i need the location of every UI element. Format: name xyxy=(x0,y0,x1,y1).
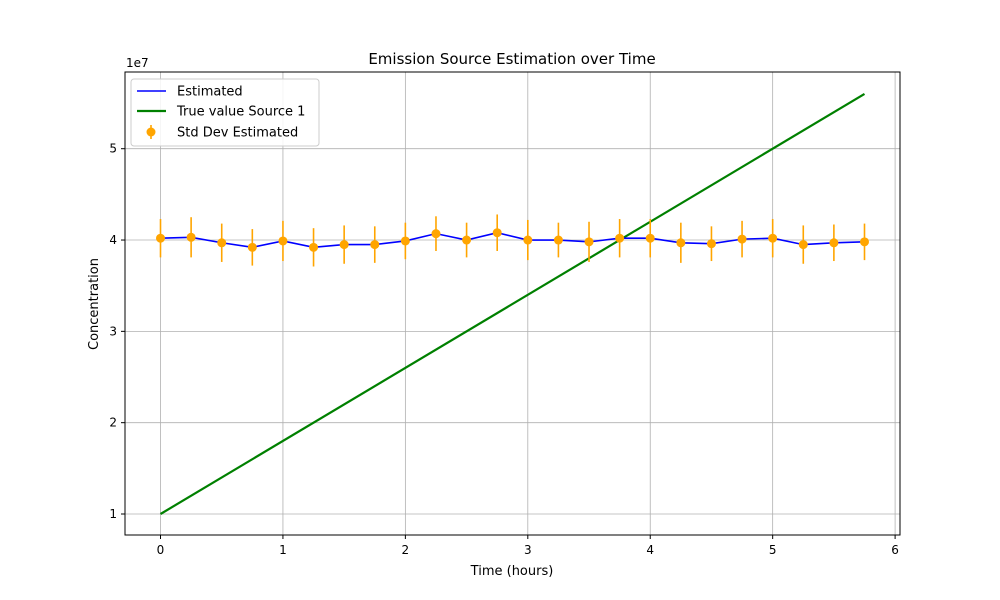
data-point xyxy=(553,235,563,245)
y-axis-ticks: 1 2 3 4 5 xyxy=(109,142,125,521)
y-tick-label: 1 xyxy=(109,507,117,521)
true-value-line xyxy=(159,92,866,515)
legend: Estimated True value Source 1 Std Dev Esti… xyxy=(130,78,320,147)
data-point xyxy=(615,233,625,243)
data-point xyxy=(462,235,472,245)
data-point xyxy=(156,233,166,243)
data-point xyxy=(706,239,716,249)
data-point xyxy=(676,238,686,248)
data-point xyxy=(768,233,778,243)
data-point xyxy=(278,236,288,246)
data-point xyxy=(523,235,533,245)
data-point xyxy=(737,234,747,244)
legend-box xyxy=(130,78,320,147)
std-dev-markers xyxy=(156,228,869,252)
estimated-series xyxy=(160,231,865,249)
x-axis-label: Time (hours) xyxy=(470,564,554,579)
y-tick-label: 2 xyxy=(109,416,117,430)
axes-frame xyxy=(124,71,901,536)
y-tick-label: 5 xyxy=(109,142,117,156)
x-tick-label: 6 xyxy=(891,543,899,557)
true-value-series xyxy=(159,92,866,515)
data-point xyxy=(309,242,319,252)
data-point xyxy=(798,240,808,250)
data-point xyxy=(217,238,227,248)
data-point xyxy=(492,228,502,238)
y-axis-label: Concentration xyxy=(87,258,102,350)
estimated-line xyxy=(160,231,865,249)
legend-swatch-std-dev-marker xyxy=(146,127,156,137)
data-point xyxy=(400,236,410,246)
y-axis-offset-label: 1e7 xyxy=(126,56,149,70)
x-tick-label: 0 xyxy=(157,543,165,557)
x-tick-label: 1 xyxy=(279,543,287,557)
data-point xyxy=(186,232,196,242)
y-tick-label: 3 xyxy=(109,324,117,338)
legend-label-std-dev: Std Dev Estimated xyxy=(177,126,298,141)
x-tick-label: 2 xyxy=(402,543,410,557)
x-tick-label: 5 xyxy=(769,543,777,557)
y-tick-label: 4 xyxy=(109,233,117,247)
data-point xyxy=(370,240,380,250)
data-point xyxy=(247,242,257,252)
data-point xyxy=(339,240,349,250)
data-point xyxy=(829,238,839,248)
data-point xyxy=(431,229,441,239)
data-point xyxy=(645,233,655,243)
chart-title: Emission Source Estimation over Time xyxy=(368,50,655,68)
legend-label-true-value: True value Source 1 xyxy=(176,105,305,120)
axes-border xyxy=(124,71,901,536)
legend-label-estimated: Estimated xyxy=(177,85,243,100)
data-point xyxy=(859,237,869,247)
x-tick-label: 4 xyxy=(646,543,654,557)
data-point xyxy=(584,237,594,247)
x-tick-label: 3 xyxy=(524,543,532,557)
x-axis-ticks: 0 1 2 3 4 5 6 xyxy=(157,535,899,557)
